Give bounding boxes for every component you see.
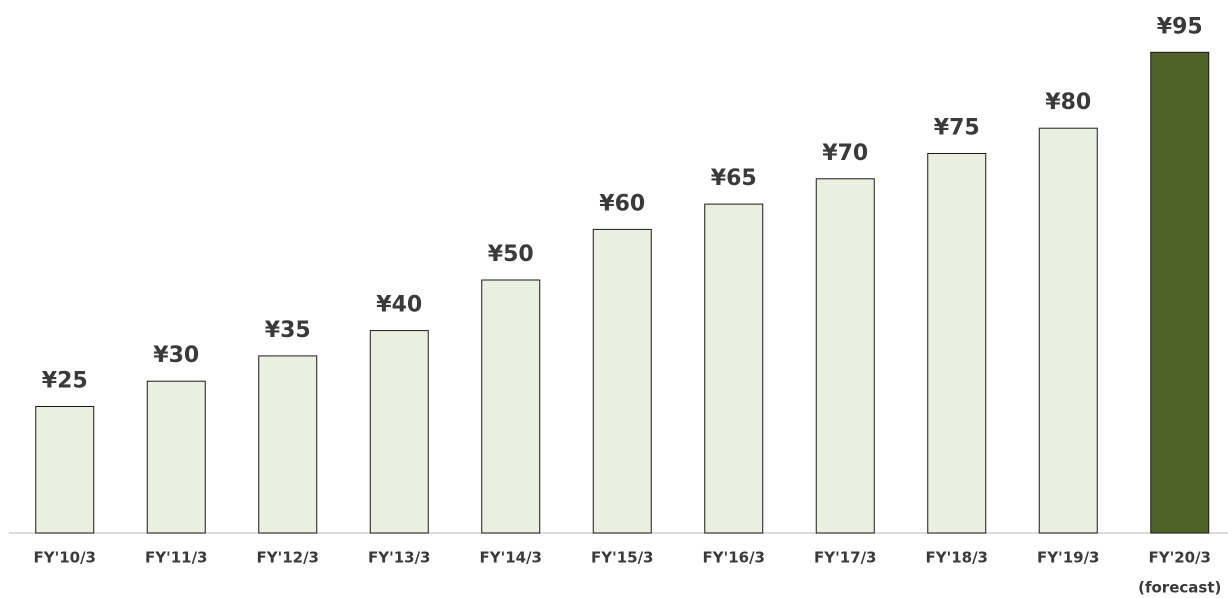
value-label: ¥60: [599, 191, 645, 216]
bar: [481, 279, 541, 534]
value-label: ¥65: [711, 166, 757, 191]
value-label: ¥30: [153, 343, 199, 368]
value-label: ¥70: [822, 141, 868, 166]
x-tick-label: FY'15/3: [591, 549, 654, 567]
forecast-label: (forecast): [1138, 579, 1221, 597]
value-label: ¥50: [488, 242, 534, 267]
x-tick-label: FY'11/3: [145, 549, 208, 567]
value-label: ¥40: [376, 293, 422, 318]
bar: [704, 203, 764, 534]
bar: [927, 153, 987, 534]
x-tick-label: FY'16/3: [703, 549, 766, 567]
bar: [592, 228, 652, 534]
bar: [35, 406, 95, 534]
x-tick-label: FY'10/3: [34, 549, 97, 567]
bar: [146, 380, 206, 534]
x-tick-label: FY'18/3: [926, 549, 989, 567]
value-label: ¥75: [934, 116, 980, 141]
x-tick-label: FY'17/3: [814, 549, 877, 567]
value-label: ¥35: [265, 318, 311, 343]
bar: [258, 355, 318, 534]
x-tick-label: FY'14/3: [480, 549, 543, 567]
bar: [1038, 127, 1098, 534]
x-tick-label: FY'12/3: [257, 549, 320, 567]
value-label: ¥95: [1157, 14, 1203, 39]
x-tick-label: FY'20/3: [1149, 549, 1212, 567]
value-label: ¥25: [42, 369, 88, 394]
bar: [815, 178, 875, 534]
bar: [1150, 51, 1210, 534]
x-tick-label: FY'19/3: [1037, 549, 1100, 567]
x-tick-label: FY'13/3: [368, 549, 431, 567]
bar: [369, 330, 429, 534]
value-label: ¥80: [1045, 90, 1091, 115]
